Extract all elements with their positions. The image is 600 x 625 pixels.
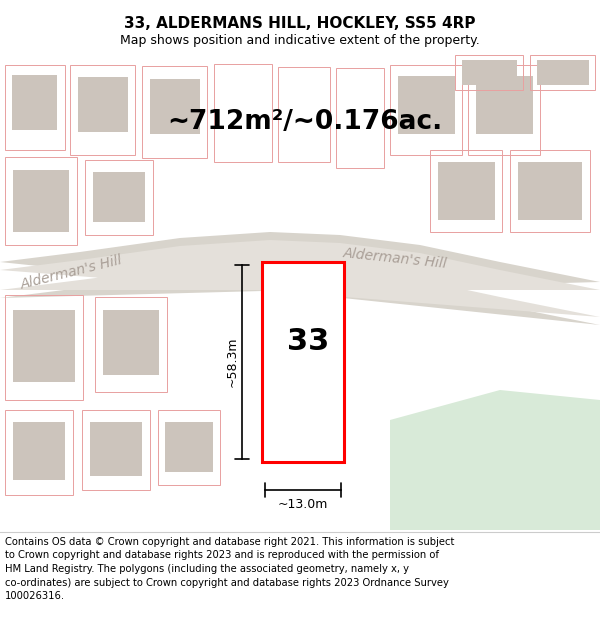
Bar — [462, 60, 517, 85]
Text: Alderman's Hill: Alderman's Hill — [20, 253, 124, 291]
Bar — [398, 76, 455, 134]
Bar — [85, 160, 153, 235]
Bar — [5, 157, 77, 245]
Bar — [13, 310, 75, 382]
Bar — [158, 410, 220, 485]
Bar — [438, 162, 495, 220]
Bar — [455, 55, 523, 90]
Bar — [70, 65, 135, 155]
Polygon shape — [0, 240, 600, 317]
Bar — [390, 65, 462, 155]
Bar — [262, 262, 344, 462]
Bar — [142, 66, 207, 158]
Text: Contains OS data © Crown copyright and database right 2021. This information is : Contains OS data © Crown copyright and d… — [5, 537, 454, 547]
Bar — [262, 262, 344, 462]
Text: to Crown copyright and database rights 2023 and is reproduced with the permissio: to Crown copyright and database rights 2… — [5, 551, 439, 561]
Bar — [90, 422, 142, 476]
Text: 33, ALDERMANS HILL, HOCKLEY, SS5 4RP: 33, ALDERMANS HILL, HOCKLEY, SS5 4RP — [124, 16, 476, 31]
Text: co-ordinates) are subject to Crown copyright and database rights 2023 Ordnance S: co-ordinates) are subject to Crown copyr… — [5, 578, 449, 587]
Bar — [214, 64, 272, 162]
Text: Alderman's Hill: Alderman's Hill — [342, 246, 448, 271]
Bar — [468, 65, 540, 155]
Bar — [13, 422, 65, 480]
Text: Map shows position and indicative extent of the property.: Map shows position and indicative extent… — [120, 34, 480, 47]
Text: ~712m²/~0.176ac.: ~712m²/~0.176ac. — [167, 109, 443, 135]
Bar — [5, 410, 73, 495]
Text: 100026316.: 100026316. — [5, 591, 65, 601]
Bar — [430, 150, 502, 232]
Bar — [530, 55, 595, 90]
Bar — [165, 422, 213, 472]
Bar — [476, 76, 533, 134]
Bar — [93, 172, 145, 222]
Bar — [13, 170, 69, 232]
Bar — [12, 75, 57, 130]
Text: HM Land Registry. The polygons (including the associated geometry, namely x, y: HM Land Registry. The polygons (includin… — [5, 564, 409, 574]
Bar — [150, 79, 200, 134]
Bar — [78, 77, 128, 132]
Bar — [336, 68, 384, 168]
Polygon shape — [390, 390, 600, 530]
Bar — [95, 297, 167, 392]
Bar — [5, 295, 83, 400]
Bar — [82, 410, 150, 490]
Text: ~58.3m: ~58.3m — [226, 337, 239, 388]
Polygon shape — [0, 232, 600, 325]
Bar — [103, 310, 159, 375]
Text: 33: 33 — [287, 328, 329, 356]
Bar — [537, 60, 589, 85]
Text: ~13.0m: ~13.0m — [278, 499, 328, 511]
Bar — [510, 150, 590, 232]
Bar — [518, 162, 582, 220]
Bar — [5, 65, 65, 150]
Bar — [278, 67, 330, 162]
